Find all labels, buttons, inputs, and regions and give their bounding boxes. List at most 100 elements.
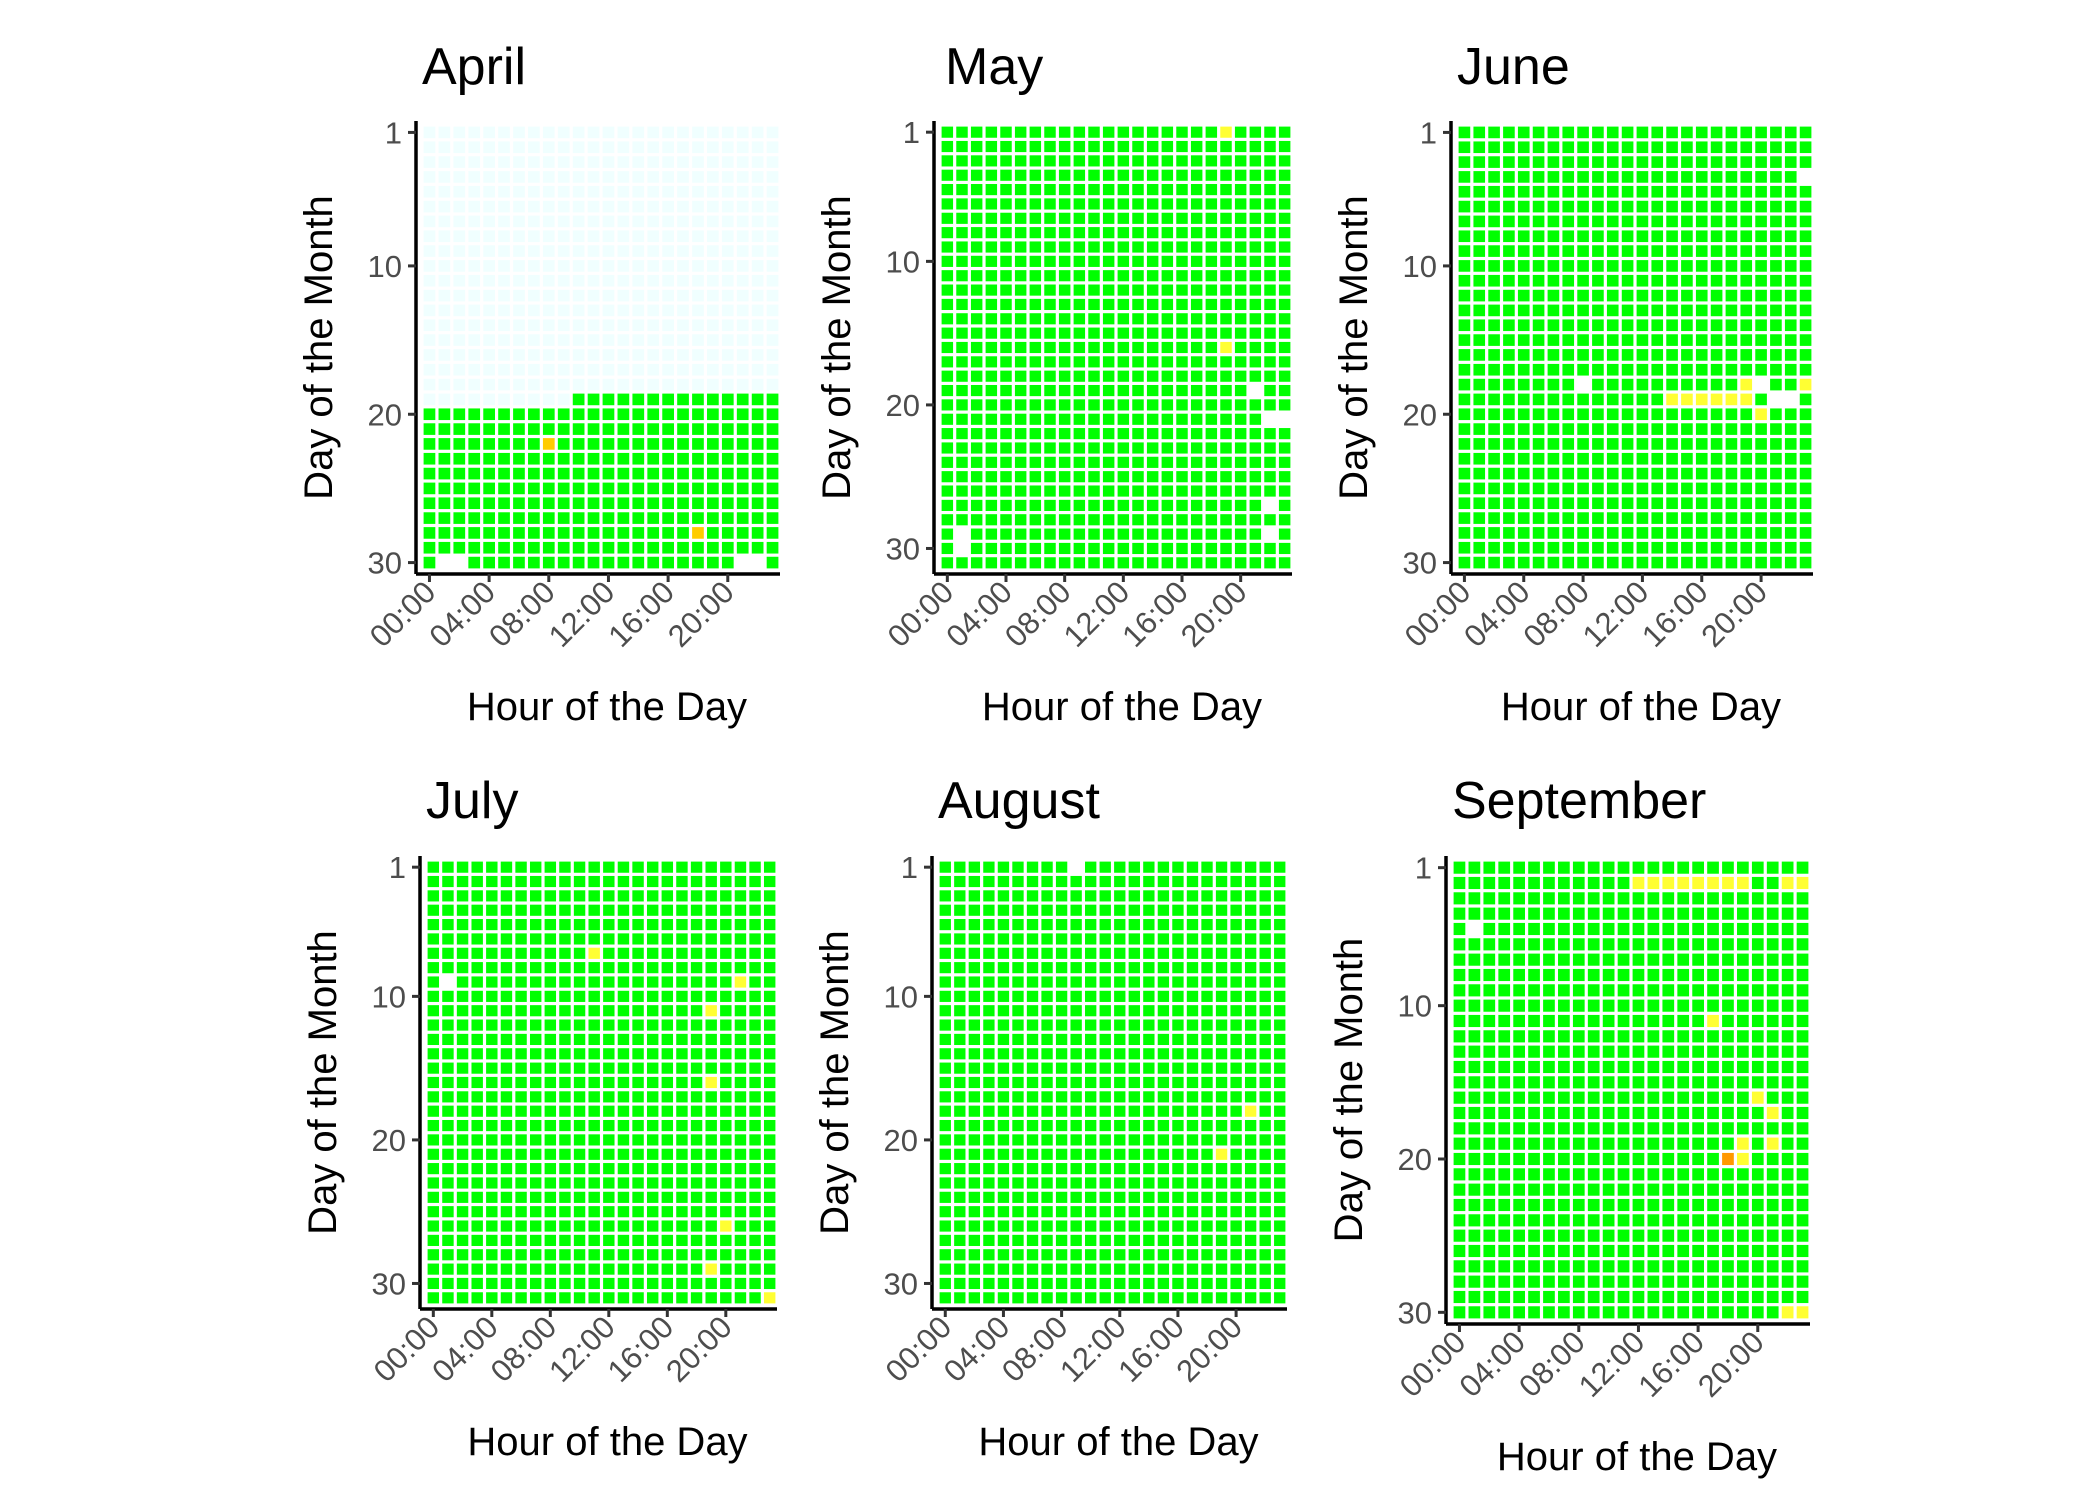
heatmap-cell (956, 169, 968, 181)
heatmap-cell (1751, 922, 1764, 936)
heatmap-cell (1799, 438, 1812, 450)
heatmap-cell (763, 1292, 776, 1304)
heatmap-cell (705, 1206, 717, 1218)
heatmap-cell (1725, 438, 1738, 450)
heatmap-cell (720, 1177, 732, 1189)
heatmap-cell (1528, 1030, 1540, 1043)
heatmap-cell (1692, 1306, 1704, 1319)
heatmap-cell (1073, 370, 1086, 382)
heatmap-cell (1517, 126, 1530, 139)
heatmap-cell (734, 1148, 747, 1160)
heatmap-cell (1617, 1290, 1630, 1304)
heatmap-cell (1666, 171, 1678, 183)
heatmap-cell (1278, 413, 1291, 425)
heatmap-cell (486, 962, 498, 974)
heatmap-cell (1264, 313, 1276, 325)
heatmap-cell (1666, 556, 1678, 569)
heatmap-cell (1707, 1260, 1719, 1273)
heatmap-cell (573, 861, 586, 873)
heatmap-cell (1264, 456, 1276, 468)
heatmap-cell (486, 1206, 498, 1218)
heatmap-cell (1453, 1137, 1466, 1150)
heatmap-cell (1710, 438, 1723, 450)
heatmap-cell (632, 1263, 644, 1275)
heatmap-cell (997, 875, 1010, 888)
heatmap-cell (1161, 212, 1174, 224)
heatmap-cell (542, 556, 555, 569)
heatmap-cell (1143, 1234, 1155, 1246)
heatmap-cell (1055, 1263, 1068, 1275)
heatmap-cell (941, 270, 954, 282)
heatmap-cell (1784, 245, 1797, 257)
heatmap-cell (1488, 156, 1500, 168)
heatmap-cell (1099, 1277, 1111, 1290)
heatmap-cell (1230, 875, 1242, 888)
heatmap-cell (1737, 1060, 1749, 1074)
heatmap-cell (1259, 1048, 1271, 1060)
heatmap-cell (1766, 1152, 1779, 1166)
heatmap-cell (1220, 499, 1232, 511)
heatmap-cell (1468, 1045, 1481, 1058)
heatmap-cell (1770, 230, 1782, 243)
heatmap-cell (763, 1005, 776, 1017)
heatmap-cell (1725, 260, 1738, 272)
heatmap-cell (985, 356, 998, 368)
heatmap-cell (1085, 1220, 1097, 1232)
heatmap-cell (1592, 245, 1604, 257)
heatmap-cell (423, 497, 436, 510)
heatmap-cell (1012, 933, 1024, 945)
heatmap-cell (968, 1062, 981, 1074)
heatmap-cell (1000, 270, 1012, 282)
heatmap-cell (1205, 413, 1218, 425)
heatmap-cell (1799, 319, 1812, 332)
heatmap-cell (1172, 1163, 1184, 1175)
heatmap-cell (1710, 260, 1723, 272)
heatmap-cell (1617, 876, 1630, 890)
heatmap-cell (1503, 349, 1515, 361)
heatmap-cell (763, 1206, 776, 1218)
heatmap-cell (427, 875, 440, 888)
heatmap-cell (985, 384, 998, 397)
heatmap-cell (1483, 876, 1496, 890)
heatmap-cell (661, 1177, 674, 1189)
heatmap-cell (1562, 482, 1575, 495)
heatmap-cell (1695, 349, 1708, 361)
heatmap-cell (690, 1277, 703, 1290)
heatmap-cell (1488, 171, 1500, 183)
heatmap-cell (1695, 556, 1708, 569)
heatmap-cell (587, 304, 600, 317)
heatmap-cell (1572, 1306, 1585, 1319)
heatmap-cell (1473, 438, 1486, 450)
heatmap-cell (983, 1119, 995, 1132)
heatmap-cell (1000, 442, 1012, 454)
heatmap-cell (1102, 298, 1115, 311)
heatmap-cell (954, 1277, 966, 1290)
heatmap-cell (1176, 542, 1188, 555)
heatmap-cell (749, 1048, 761, 1060)
heatmap-cell (1602, 1214, 1615, 1227)
x-tick-label: 00:00 (879, 1309, 959, 1389)
heatmap-cell (1058, 126, 1071, 138)
heatmap-cell (1029, 499, 1042, 511)
heatmap-cell (603, 933, 615, 945)
heatmap-cell (1710, 304, 1723, 317)
heatmap-cell (1453, 861, 1466, 874)
heatmap-cell (1621, 185, 1634, 198)
heatmap-cell (1647, 1014, 1660, 1028)
heatmap-cell (1503, 334, 1515, 346)
heatmap-cell (1044, 212, 1056, 224)
heatmap-cell (1666, 541, 1678, 554)
heatmap-cell (1146, 428, 1159, 440)
heatmap-cell (483, 363, 495, 376)
heatmap-cell (1547, 497, 1560, 510)
heatmap-cell (1132, 370, 1144, 382)
heatmap-cell (632, 423, 645, 435)
heatmap-cell (662, 230, 674, 243)
heatmap-cell (956, 227, 968, 239)
heatmap-cell (1132, 485, 1144, 497)
heatmap-cell (498, 156, 510, 168)
heatmap-cell (983, 1134, 995, 1146)
heatmap-cell (1707, 1045, 1719, 1058)
heatmap-cell (1592, 408, 1604, 421)
heatmap-cell (632, 904, 644, 916)
